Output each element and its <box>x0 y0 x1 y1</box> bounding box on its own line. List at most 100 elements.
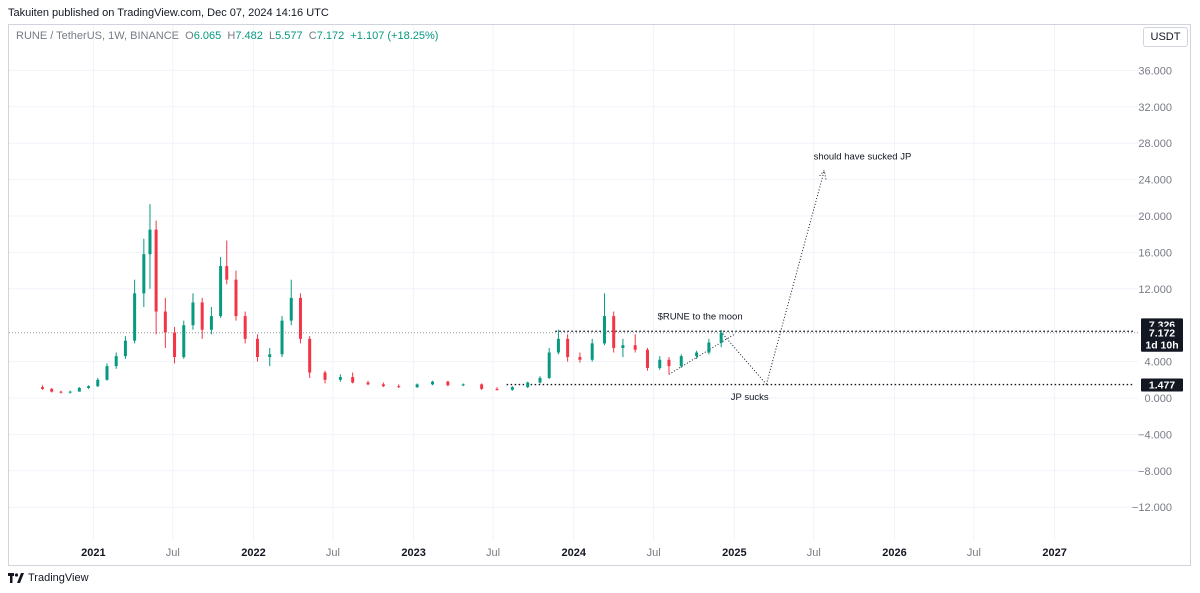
price-label-text: 1.477 <box>1149 380 1175 392</box>
y-tick-label: 32.000 <box>1138 102 1172 114</box>
candle-body <box>40 387 44 389</box>
candle-body <box>351 377 355 383</box>
candle-body <box>547 352 551 378</box>
candle-body <box>219 266 223 317</box>
candle-body <box>163 311 167 333</box>
open-value: 6.065 <box>193 30 222 42</box>
x-tick-label: 2023 <box>401 547 425 559</box>
candle-body <box>142 254 146 294</box>
chart-frame[interactable] <box>8 24 1191 566</box>
candle-body <box>480 384 484 389</box>
close-value: 7.172 <box>316 30 345 42</box>
candle-body <box>338 377 342 380</box>
candle-body <box>133 293 137 341</box>
candle-body <box>209 316 213 330</box>
publish-line: Takuiten published on TradingView.com, D… <box>8 7 329 19</box>
candle-body <box>114 356 118 367</box>
candle-body <box>461 384 465 386</box>
candle-body <box>87 386 91 388</box>
low-label: L <box>268 30 276 42</box>
candle-body <box>77 387 81 392</box>
footer-logo[interactable]: TradingView <box>8 572 89 584</box>
candle-body <box>308 338 312 373</box>
y-tick-label: −8.000 <box>1138 466 1172 478</box>
candle-body <box>431 381 435 385</box>
candle-body <box>289 297 293 321</box>
candle-body <box>667 359 671 367</box>
candle-body <box>381 384 385 387</box>
y-tick-label: 16.000 <box>1138 247 1172 259</box>
x-tick-label: 2021 <box>81 547 105 559</box>
candle-body <box>225 266 229 280</box>
footer-brand: TradingView <box>28 572 89 584</box>
x-tick-label: Jul <box>166 547 180 559</box>
y-tick-label: −4.000 <box>1138 429 1172 441</box>
x-tick-label: 2026 <box>882 547 906 559</box>
y-tick-label: 12.000 <box>1138 284 1172 296</box>
candle-body <box>590 343 594 360</box>
candle-body <box>191 302 195 326</box>
trend-line <box>668 333 735 375</box>
candle-body <box>268 354 272 358</box>
price-label-box <box>1141 378 1183 392</box>
annotation-label: should have sucked JP <box>814 152 912 163</box>
candle-body <box>154 229 158 312</box>
candle-body <box>621 345 625 348</box>
candle-body <box>612 316 616 348</box>
candle-body <box>243 316 247 339</box>
annotation-label: $RUNE to the moon <box>658 312 743 323</box>
candle-body <box>200 302 204 330</box>
y-tick-label: 28.000 <box>1138 138 1172 150</box>
y-tick-label: −12.000 <box>1132 502 1172 514</box>
y-tick-label: 24.000 <box>1138 175 1172 187</box>
grid-layer <box>9 25 1138 540</box>
y-axis: 36.000 32.000 28.000 24.000 20.000 16.000 12.0… <box>1132 65 1172 514</box>
price-label-box <box>1141 338 1183 352</box>
x-tick-label: Jul <box>486 547 500 559</box>
candle-body <box>495 388 499 390</box>
candles <box>40 204 723 394</box>
candle-body <box>366 382 370 385</box>
open-label: O <box>185 30 194 42</box>
candle-body <box>645 349 649 368</box>
candle-body <box>148 229 152 255</box>
x-tick-label: 2027 <box>1042 547 1066 559</box>
candle-body <box>566 338 570 358</box>
high-label: H <box>227 30 236 42</box>
candle-body <box>538 377 542 383</box>
candle-body <box>105 366 109 380</box>
candle-body <box>658 359 662 368</box>
x-tick-label: 2022 <box>241 547 265 559</box>
candle-body <box>68 391 72 393</box>
candle-body <box>415 384 419 388</box>
candle-body <box>556 338 560 353</box>
currency-button[interactable]: USDT <box>1143 27 1188 47</box>
price-label-box <box>1141 326 1183 340</box>
x-tick-label: Jul <box>326 547 340 559</box>
candle-body <box>280 320 284 355</box>
symbol-legend: RUNE / TetherUS, 1W, BINANCE O6.065 H7.4… <box>16 30 438 42</box>
candle-body <box>633 345 637 350</box>
candle-body <box>234 279 238 317</box>
candle-body <box>123 340 127 357</box>
high-value: 7.482 <box>235 30 263 42</box>
candle-body <box>50 388 54 392</box>
tradingview-logo-icon <box>8 573 24 583</box>
symbol-name[interactable]: RUNE / TetherUS, 1W, BINANCE <box>16 30 180 42</box>
x-tick-label: 2025 <box>722 547 746 559</box>
candle-body <box>173 332 177 358</box>
x-tick-label: Jul <box>967 547 981 559</box>
candle-body <box>526 382 530 388</box>
candle-body <box>298 297 302 339</box>
candle-body <box>96 379 100 387</box>
x-tick-label: Jul <box>647 547 661 559</box>
price-label-text: 7.172 <box>1149 328 1175 340</box>
candle-body <box>695 352 699 357</box>
x-tick-label: Jul <box>807 547 821 559</box>
annotations: $RUNE to the moon JP sucks should have suc… <box>658 152 912 403</box>
annotation-label: JP sucks <box>731 392 769 403</box>
drawing-lines <box>9 169 1138 386</box>
candle-body <box>578 357 582 360</box>
